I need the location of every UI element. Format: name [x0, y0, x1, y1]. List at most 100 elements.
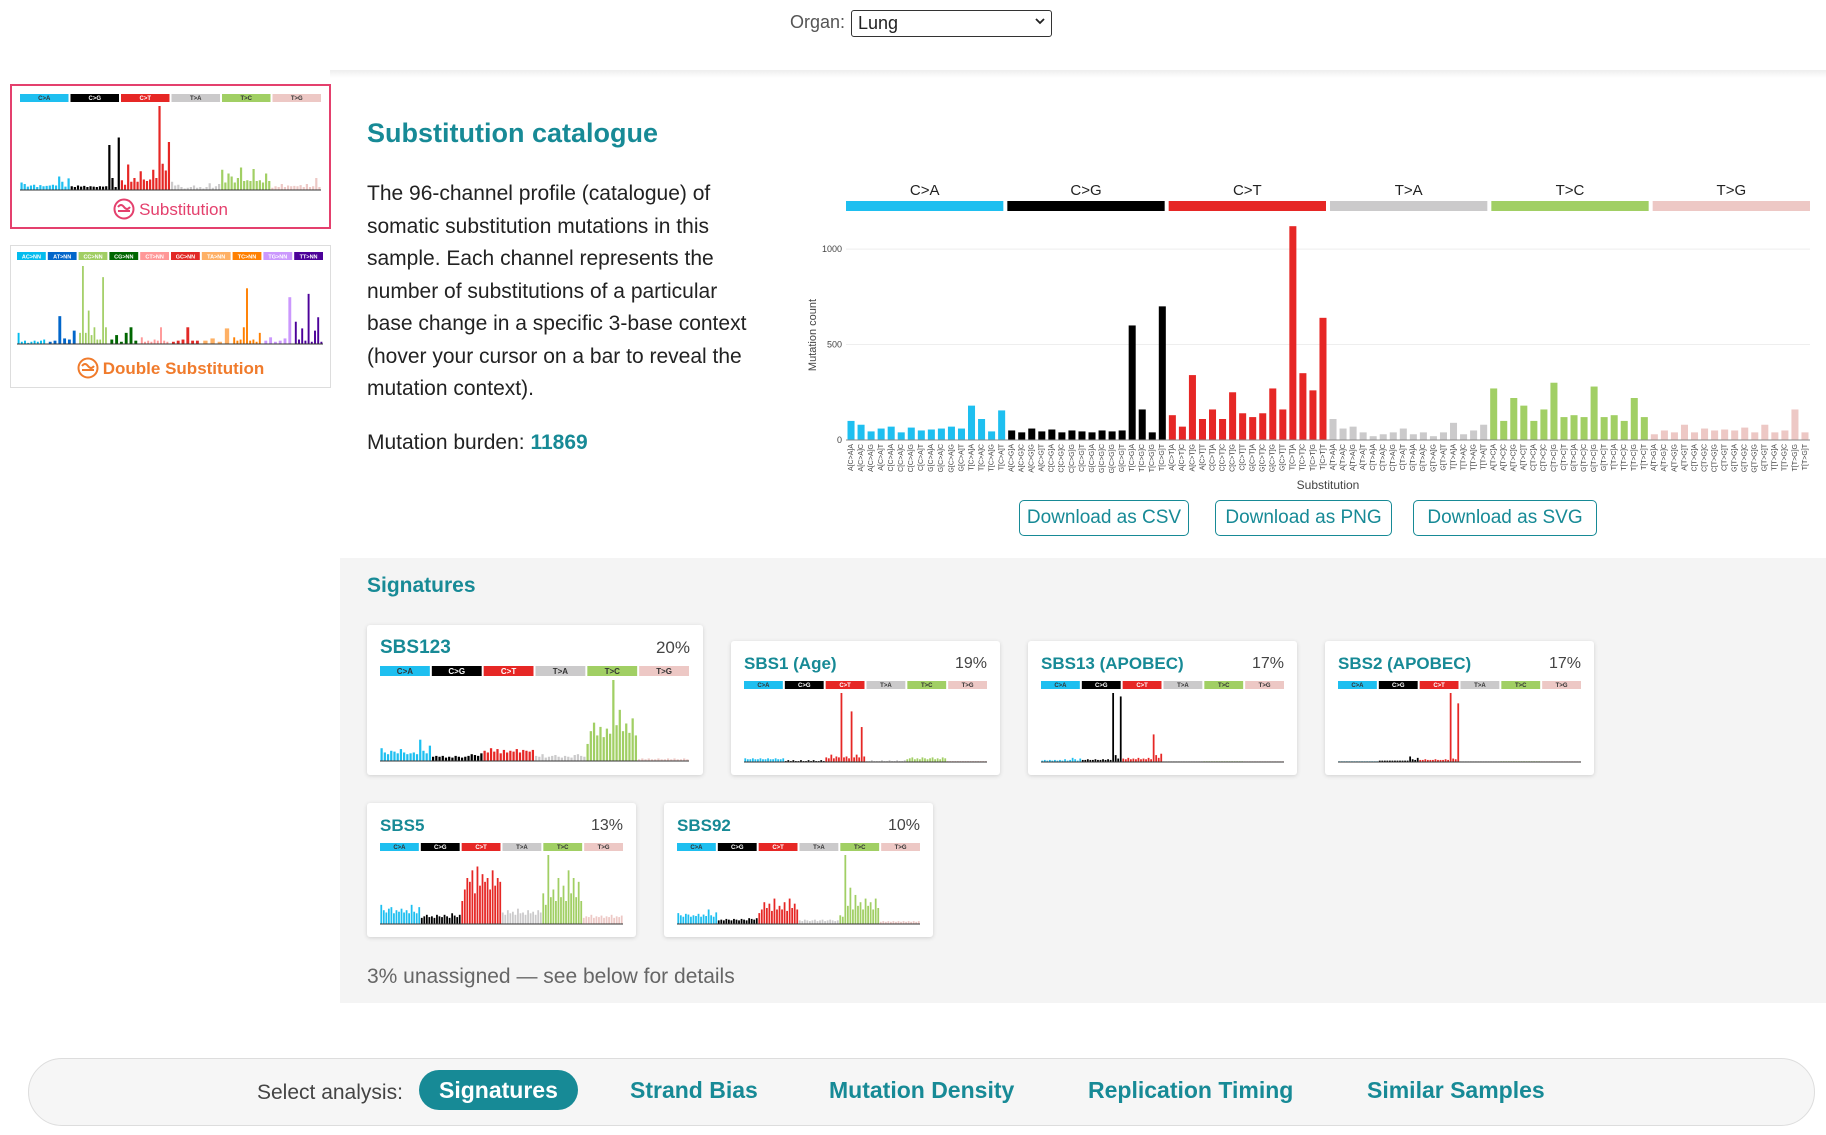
bar	[108, 145, 111, 190]
tab-replication-timing[interactable]: Replication Timing	[1088, 1077, 1294, 1103]
group-header	[1378, 681, 1418, 689]
group-label: C>A	[38, 96, 51, 102]
organ-select[interactable]: Lung	[851, 10, 1052, 37]
bar	[280, 184, 283, 190]
tab-mutation-density[interactable]: Mutation Density	[829, 1077, 1015, 1103]
bar	[265, 173, 268, 190]
x-tick-label: T[T>A]T	[1480, 443, 1487, 469]
bar	[1570, 415, 1578, 440]
bar	[199, 187, 202, 190]
bar	[296, 186, 299, 190]
tab-signatures[interactable]: Signatures	[419, 1070, 578, 1110]
signature-card-sbs5[interactable]: SBS5 13% C>A C>G C>T T>A T>C T>G	[367, 803, 636, 937]
bar	[1150, 759, 1152, 762]
y-tick-label: 0	[837, 435, 842, 445]
signature-name: SBS123	[380, 637, 451, 658]
x-tick-label: A[C>G]G	[1029, 444, 1036, 473]
bar	[764, 759, 767, 762]
bar	[428, 745, 432, 761]
group-label: GC>NN	[176, 255, 195, 261]
group-header	[784, 681, 824, 689]
bar	[67, 178, 70, 190]
substitution-thumbnail[interactable]: C>A C>G C>T T>A T>C T>G Substitution	[10, 84, 331, 229]
signature-card-sbs123[interactable]: SBS123 20% C>A C>G C>T T>A T>C T>G	[367, 625, 703, 775]
bar	[1178, 426, 1186, 440]
bar	[763, 902, 766, 924]
download-csv-button[interactable]: Download as CSV	[1019, 500, 1189, 536]
bar	[869, 902, 872, 924]
bar	[96, 339, 99, 344]
x-tick-label: C[T>A]A	[1370, 444, 1377, 471]
bar	[239, 167, 243, 190]
bar	[575, 897, 578, 924]
bar	[615, 725, 618, 761]
bar	[800, 760, 802, 762]
bar	[233, 182, 236, 190]
bar	[1122, 758, 1125, 762]
group-header	[1163, 681, 1203, 689]
bar	[1138, 409, 1146, 440]
bar	[1168, 415, 1176, 440]
bar	[759, 758, 762, 762]
signature-percentage: 20%	[655, 638, 690, 657]
bar	[246, 288, 248, 344]
bar	[468, 881, 471, 924]
bar	[1155, 755, 1158, 762]
bar	[1781, 430, 1789, 440]
bar	[1099, 759, 1102, 762]
tab-similar-samples[interactable]: Similar Samples	[1367, 1077, 1545, 1103]
group-label: TG>NN	[268, 255, 287, 261]
analysis-tabbar	[28, 1058, 1815, 1126]
bar	[425, 753, 428, 761]
signature-card-sbs2-apobec[interactable]: SBS2 (APOBEC) 17% C>A C>G C>T T>A T>C T>G	[1325, 641, 1594, 775]
group-header	[502, 843, 542, 851]
bar	[839, 915, 842, 924]
bar	[650, 759, 654, 761]
bar	[654, 759, 657, 761]
bar	[600, 915, 603, 924]
bar	[89, 186, 92, 190]
bar	[133, 178, 136, 190]
bar	[531, 749, 535, 761]
x-tick-label: T[C>A]T	[998, 443, 1005, 470]
bar	[144, 341, 146, 344]
bar	[1791, 409, 1799, 440]
bar	[1600, 417, 1608, 440]
mutation-burden-value: 11869	[530, 431, 588, 454]
bar	[140, 337, 143, 344]
bar	[1450, 422, 1458, 440]
x-tick-label: G[C>T]C	[1260, 444, 1267, 472]
bar	[911, 757, 914, 762]
tab-strand-bias[interactable]: Strand Bias	[630, 1077, 758, 1103]
signatures-heading: Signatures	[367, 574, 476, 597]
bar	[641, 758, 644, 761]
signature-card-sbs92[interactable]: SBS92 10% C>A C>G C>T T>A T>C T>G	[664, 803, 933, 937]
download-png-button[interactable]: Download as PNG	[1215, 500, 1392, 536]
bar	[757, 759, 759, 762]
bar	[1389, 760, 1391, 762]
bar	[403, 752, 406, 761]
bar	[778, 905, 781, 924]
bar	[1437, 759, 1439, 762]
bar	[517, 908, 519, 924]
double-substitution-thumbnail[interactable]: AC>NN AT>NN CC>NN CG>NN CT>NN GC>NN TA>NN TC>NN…	[10, 245, 331, 388]
group-label: C>A	[757, 683, 770, 689]
signature-card-sbs13-apobec[interactable]: SBS13 (APOBEC) 17% C>A C>G C>T T>A T>C T>G	[1028, 641, 1297, 775]
signature-card-sbs1-age[interactable]: SBS1 (Age) 19% C>A C>G C>T T>A T>C T>G	[731, 641, 1000, 775]
group-label: T>G	[291, 96, 303, 102]
bar	[686, 759, 689, 761]
bar	[1259, 413, 1267, 440]
bar	[509, 913, 512, 924]
bar	[217, 341, 222, 344]
bar	[733, 918, 735, 924]
download-svg-button[interactable]: Download as SVG	[1413, 500, 1597, 536]
bar	[395, 910, 398, 924]
bar	[20, 182, 23, 190]
bar	[1731, 430, 1739, 440]
bar	[858, 757, 861, 762]
bar	[1721, 429, 1729, 440]
bar	[589, 731, 592, 761]
bar	[777, 759, 780, 762]
bar	[1590, 386, 1598, 440]
bar	[1349, 426, 1357, 440]
